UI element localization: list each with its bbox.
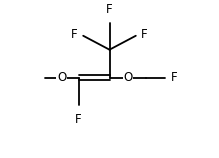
Text: F: F — [75, 113, 82, 126]
Text: O: O — [57, 71, 66, 84]
Text: F: F — [171, 71, 177, 84]
Text: F: F — [141, 28, 148, 42]
Text: F: F — [71, 28, 78, 42]
Text: O: O — [124, 71, 133, 84]
Text: F: F — [106, 3, 113, 16]
